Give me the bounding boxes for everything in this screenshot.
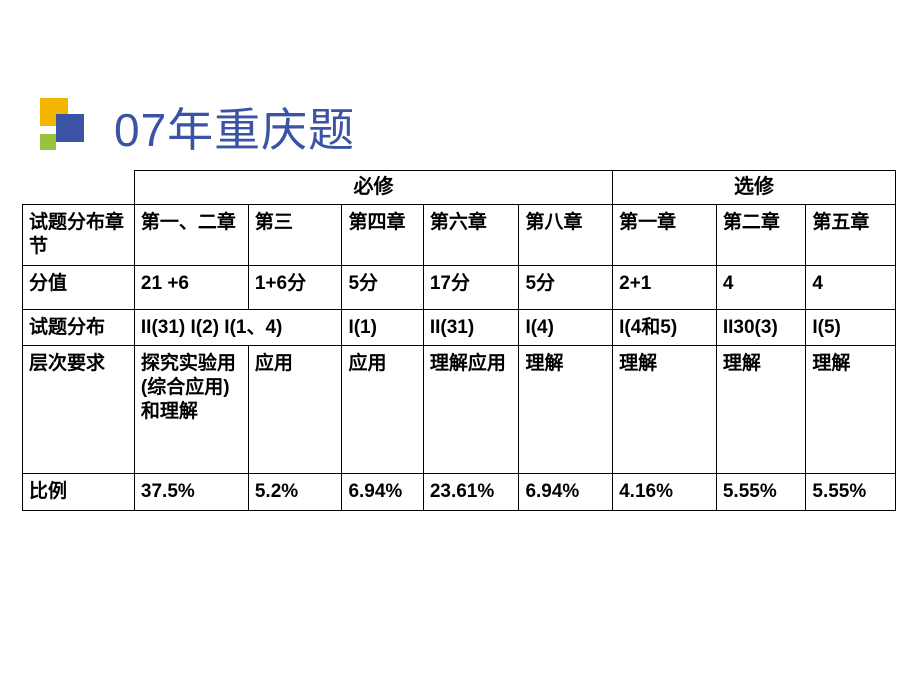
table-row-distribution: 试题分布 II(31) I(2) I(1、4) I(1) II(31) I(4)… [23, 309, 896, 346]
cell: 5分 [519, 265, 613, 309]
cell: 应用 [342, 346, 423, 474]
cell: II30(3) [716, 309, 806, 346]
cell: I(4和5) [613, 309, 717, 346]
cell: 4 [806, 265, 896, 309]
cell: 37.5% [134, 474, 248, 511]
cell: 理解 [806, 346, 896, 474]
cell: 23.61% [423, 474, 519, 511]
col-header: 第六章 [423, 205, 519, 266]
empty-corner-cell [23, 171, 135, 205]
row-label-chapters: 试题分布章节 [23, 205, 135, 266]
icon-square-blue [56, 114, 84, 142]
cell: II(31) [423, 309, 519, 346]
cell: 4 [716, 265, 806, 309]
cell: II(31) I(2) I(1、4) [134, 309, 342, 346]
col-header: 第一、二章 [134, 205, 248, 266]
col-header: 第五章 [806, 205, 896, 266]
exam-data-table: 必修 选修 试题分布章节 第一、二章 第三 第四章 第六章 第八章 第一章 第二… [22, 170, 896, 511]
cell: 理解 [613, 346, 717, 474]
group-header-required: 必修 [134, 171, 612, 205]
group-header-elective: 选修 [613, 171, 896, 205]
row-label-distribution: 试题分布 [23, 309, 135, 346]
cell: 5.2% [248, 474, 342, 511]
cell: 5.55% [806, 474, 896, 511]
table-row-scores: 分值 21 +6 1+6分 5分 17分 5分 2+1 4 4 [23, 265, 896, 309]
title-icon [40, 98, 96, 154]
cell: 探究实验用(综合应用)和理解 [134, 346, 248, 474]
cell: 1+6分 [248, 265, 342, 309]
cell: 5分 [342, 265, 423, 309]
cell: 理解应用 [423, 346, 519, 474]
cell: 2+1 [613, 265, 717, 309]
cell: 5.55% [716, 474, 806, 511]
cell: 6.94% [342, 474, 423, 511]
col-header: 第八章 [519, 205, 613, 266]
col-header: 第一章 [613, 205, 717, 266]
cell: I(1) [342, 309, 423, 346]
col-header: 第三 [248, 205, 342, 266]
cell: I(5) [806, 309, 896, 346]
col-header: 第二章 [716, 205, 806, 266]
cell: 理解 [519, 346, 613, 474]
row-label-scores: 分值 [23, 265, 135, 309]
cell: 17分 [423, 265, 519, 309]
row-label-level: 层次要求 [23, 346, 135, 474]
cell: 21 +6 [134, 265, 248, 309]
cell: 6.94% [519, 474, 613, 511]
cell: 理解 [716, 346, 806, 474]
row-label-ratio: 比例 [23, 474, 135, 511]
table-row-ratio: 比例 37.5% 5.2% 6.94% 23.61% 6.94% 4.16% 5… [23, 474, 896, 511]
slide-title-block: 07年重庆题 [40, 94, 355, 160]
cell: 4.16% [613, 474, 717, 511]
table-row-level: 层次要求 探究实验用(综合应用)和理解 应用 应用 理解应用 理解 理解 理解 … [23, 346, 896, 474]
icon-square-green [40, 134, 56, 150]
table-group-row: 必修 选修 [23, 171, 896, 205]
col-header: 第四章 [342, 205, 423, 266]
cell: 应用 [248, 346, 342, 474]
table-header-row: 试题分布章节 第一、二章 第三 第四章 第六章 第八章 第一章 第二章 第五章 [23, 205, 896, 266]
cell: I(4) [519, 309, 613, 346]
page-title: 07年重庆题 [114, 94, 355, 160]
